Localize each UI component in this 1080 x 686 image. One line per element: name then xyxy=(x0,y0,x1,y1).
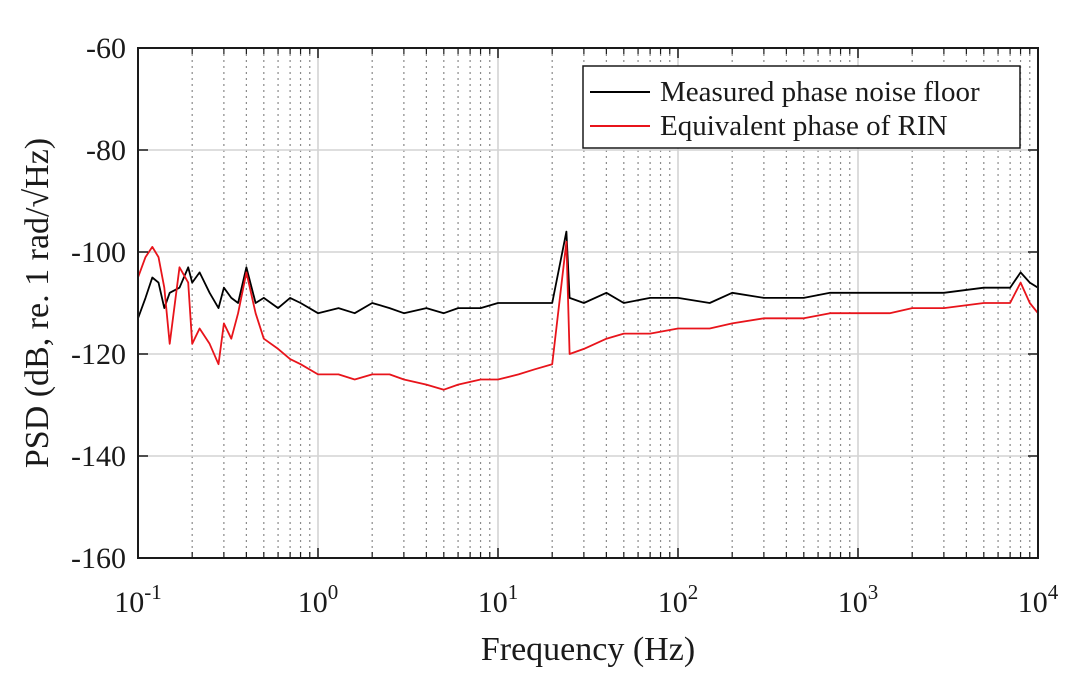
x-tick-labels: 10-1 100 101 102 103 104 xyxy=(114,580,1059,619)
legend-box xyxy=(582,65,1021,149)
y-tick-label: -80 xyxy=(86,134,126,167)
y-tick-label: -160 xyxy=(71,542,126,575)
legend: Measured phase noise floor Equivalent ph… xyxy=(582,65,1021,149)
y-tick-label: -60 xyxy=(86,32,126,65)
y-axis-label: PSD (dB, re. 1 rad/√Hz) xyxy=(19,138,56,468)
legend-label-rin: Equivalent phase of RIN xyxy=(660,110,948,142)
x-tick-label: 10-1 xyxy=(114,580,162,619)
series-line-equivalent-phase-rin xyxy=(138,240,1038,391)
y-tick-label: -140 xyxy=(71,440,126,473)
x-tick-label: 104 xyxy=(1018,580,1059,619)
y-tick-labels: -60 -80 -100 -120 -140 -160 xyxy=(71,32,126,575)
y-tick-label: -120 xyxy=(71,338,126,371)
y-tick-label: -100 xyxy=(71,236,126,269)
legend-label-measured: Measured phase noise floor xyxy=(660,76,980,108)
x-tick-label: 100 xyxy=(298,580,339,619)
series-line-measured-phase-noise xyxy=(138,230,1038,319)
x-tick-label: 102 xyxy=(658,580,699,619)
axis-ticks xyxy=(137,47,1039,559)
x-tick-label: 101 xyxy=(478,580,519,619)
x-tick-label: 103 xyxy=(838,580,879,619)
plot-frame xyxy=(137,47,1039,559)
series-layer xyxy=(138,230,1038,391)
x-axis-label: Frequency (Hz) xyxy=(481,631,695,668)
